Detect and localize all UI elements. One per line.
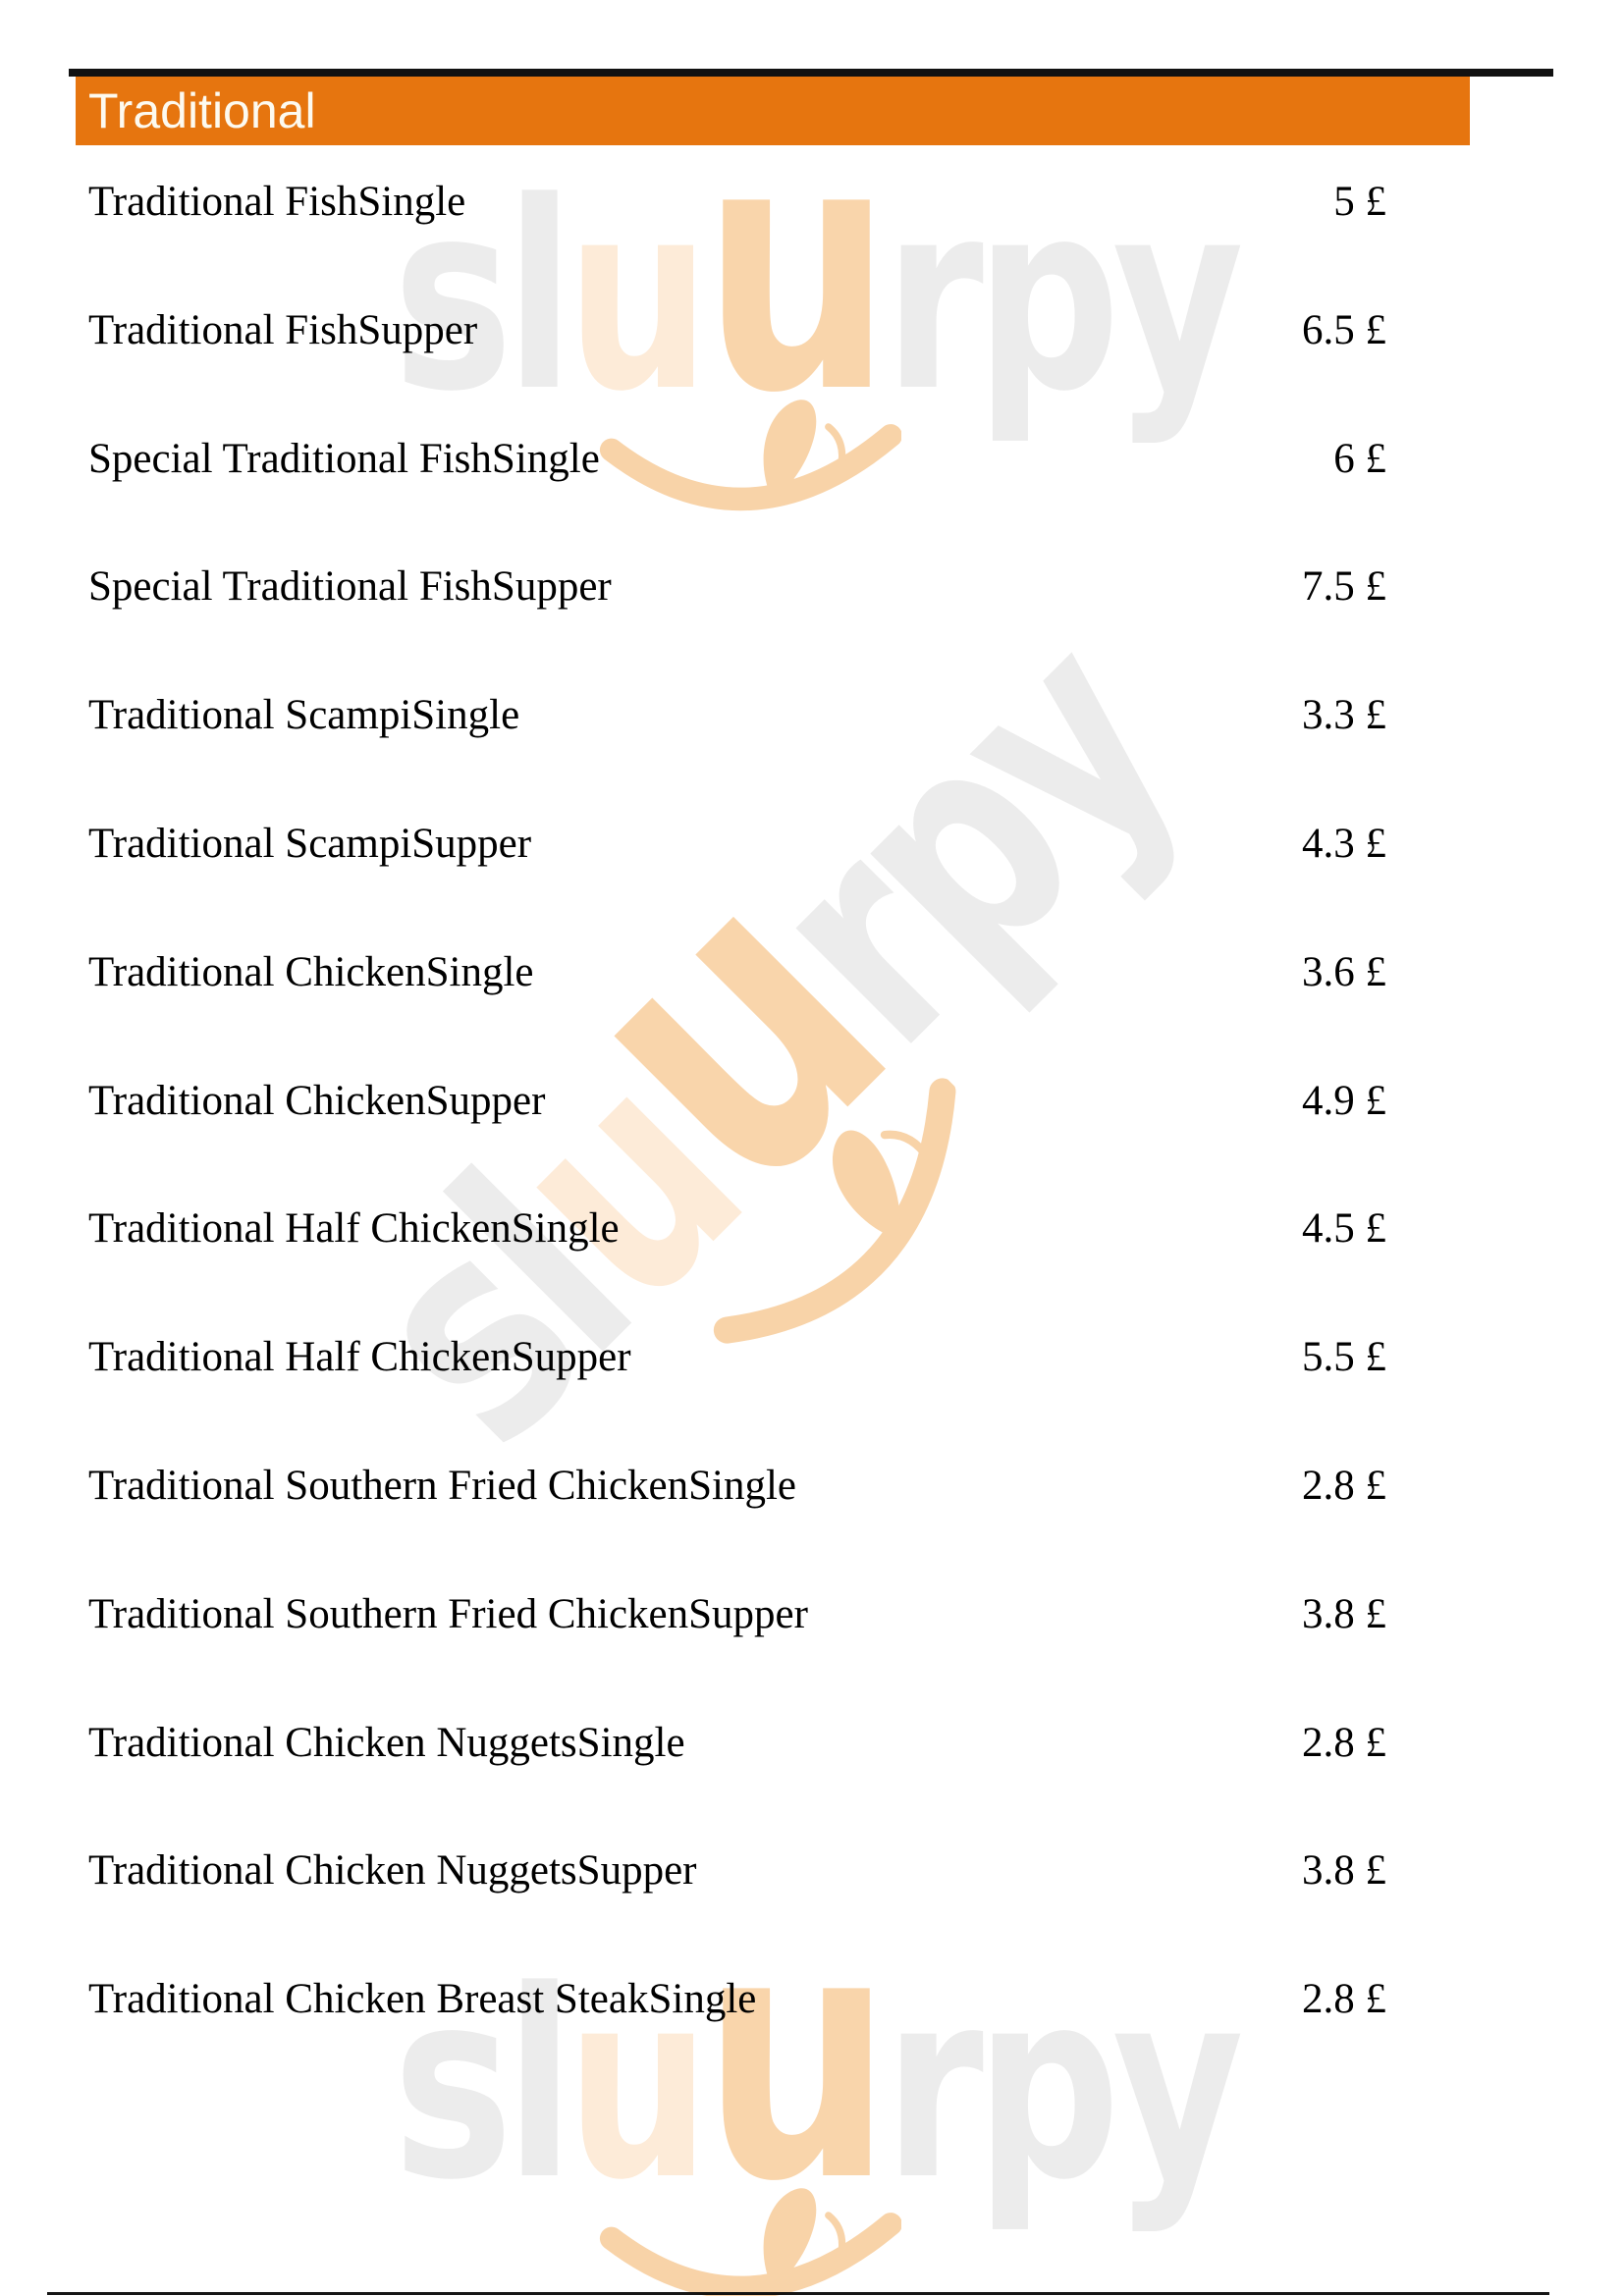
item-name: Special Traditional FishSupper (88, 563, 612, 611)
item-name: Traditional ScampiSingle (88, 692, 520, 739)
item-name: Traditional Southern Fried ChickenSupper (88, 1590, 808, 1637)
menu-row: Traditional ChickenSingle 3.6 £ (88, 948, 1386, 997)
bottom-rule (47, 2292, 1549, 2295)
item-name: Traditional ChickenSupper (88, 1077, 546, 1124)
menu-row: Special Traditional FishSupper 7.5 £ (88, 562, 1386, 612)
item-price: 7.5 £ (1302, 563, 1386, 611)
menu-row: Traditional Southern Fried ChickenSingle… (88, 1462, 1386, 1511)
section-title: Traditional (88, 83, 316, 138)
menu-row: Traditional Southern Fried ChickenSupper… (88, 1590, 1386, 1639)
watermark-letter: sl (302, 1120, 689, 1507)
menu-row: Traditional Half ChickenSingle 4.5 £ (88, 1204, 1386, 1254)
watermark-letter: u (444, 1010, 800, 1366)
item-name: Traditional FishSingle (88, 179, 466, 225)
menu-row: Traditional ScampiSupper 4.3 £ (88, 820, 1386, 869)
item-name: Traditional ScampiSupper (88, 821, 532, 867)
item-name: Traditional Southern Fried ChickenSingle (88, 1463, 797, 1509)
menu-row: Special Traditional FishSingle 6 £ (88, 435, 1386, 484)
item-price: 3.3 £ (1302, 692, 1386, 739)
menu-row: Traditional FishSingle 5 £ (88, 178, 1386, 227)
watermark-letter: u (492, 800, 964, 1272)
item-price: 3.8 £ (1302, 1590, 1386, 1637)
item-name: Traditional Chicken NuggetsSingle (88, 1719, 685, 1766)
item-price: 3.8 £ (1302, 1847, 1386, 1895)
item-price: 6.5 £ (1302, 306, 1386, 353)
item-name: Traditional Chicken NuggetsSupper (88, 1847, 697, 1895)
item-name: Traditional Half ChickenSupper (88, 1334, 631, 1381)
item-name: Special Traditional FishSingle (88, 435, 600, 482)
item-price: 2.8 £ (1302, 1463, 1386, 1509)
item-price: 4.9 £ (1302, 1077, 1386, 1124)
item-name: Traditional ChickenSingle (88, 948, 534, 995)
menu-row: Traditional Half ChickenSupper 5.5 £ (88, 1333, 1386, 1382)
item-price: 2.8 £ (1302, 1976, 1386, 2023)
item-price: 3.6 £ (1302, 948, 1386, 995)
item-price: 2.8 £ (1302, 1719, 1386, 1766)
item-price: 6 £ (1333, 435, 1386, 482)
item-price: 4.5 £ (1302, 1205, 1386, 1253)
watermark-letter: u (702, 1859, 892, 2257)
menu-row: Traditional ChickenSupper 4.9 £ (88, 1077, 1386, 1126)
top-rule (69, 69, 1553, 77)
item-price: 4.3 £ (1302, 821, 1386, 867)
menu-row: Traditional Chicken NuggetsSingle 2.8 £ (88, 1719, 1386, 1768)
menu-row: Traditional Chicken NuggetsSupper 3.8 £ (88, 1846, 1386, 1896)
item-price: 5.5 £ (1302, 1334, 1386, 1381)
item-name: Traditional Chicken Breast SteakSingle (88, 1976, 757, 2023)
menu-row: Traditional ScampiSingle 3.3 £ (88, 691, 1386, 740)
item-name: Traditional Half ChickenSingle (88, 1205, 620, 1253)
item-name: Traditional FishSupper (88, 306, 478, 353)
menu-row: Traditional FishSupper 6.5 £ (88, 306, 1386, 355)
section-header: Traditional (76, 77, 1470, 145)
smile-tongue-icon (599, 2188, 901, 2296)
menu-row: Traditional Chicken Breast SteakSingle 2.… (88, 1975, 1386, 2024)
item-price: 5 £ (1333, 179, 1386, 225)
